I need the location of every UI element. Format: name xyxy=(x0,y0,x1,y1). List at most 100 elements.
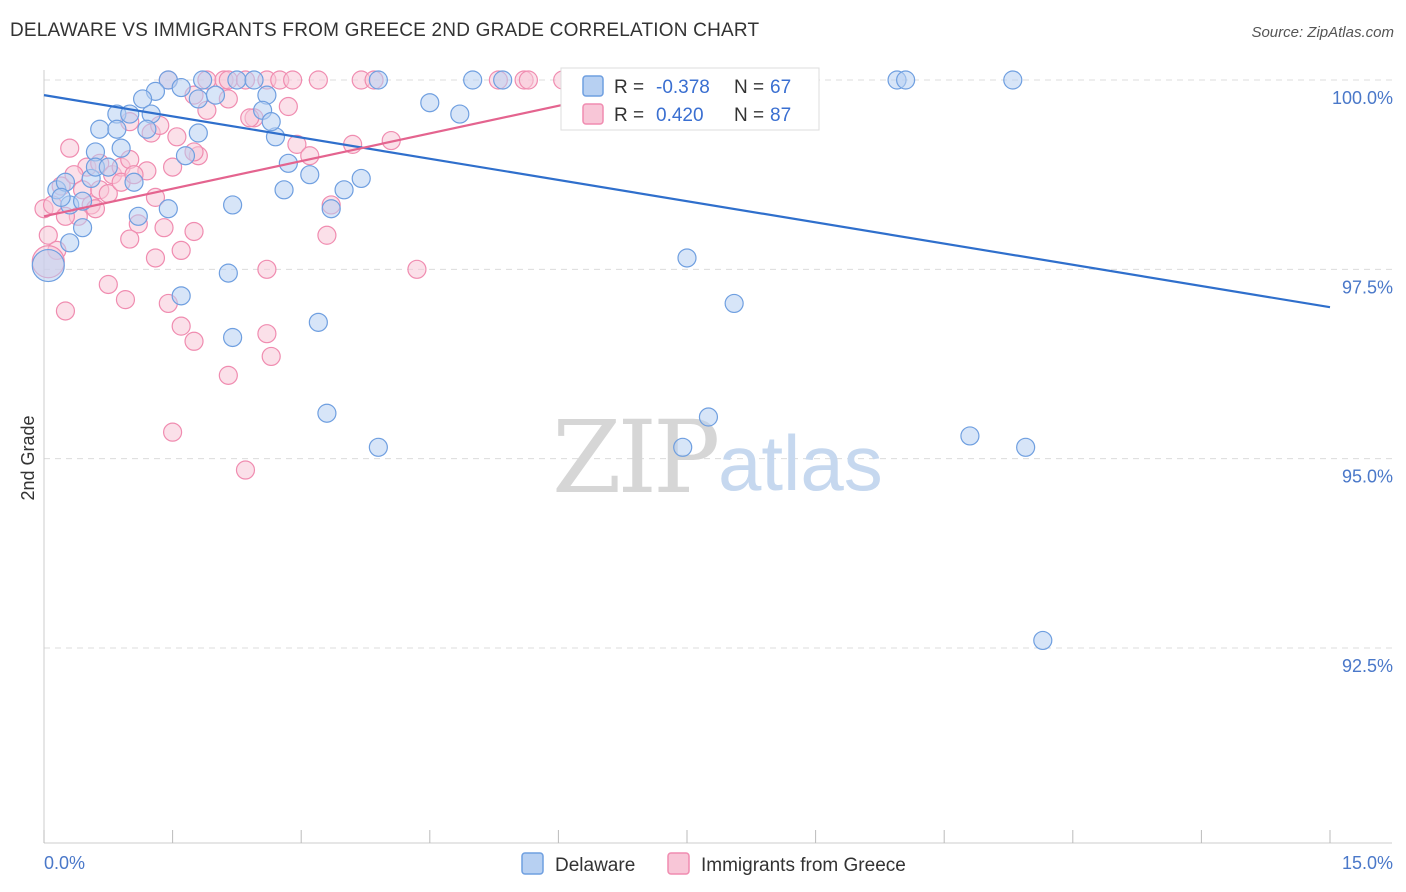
point-delaware xyxy=(51,187,71,207)
point-delaware xyxy=(1033,630,1053,651)
point-greece xyxy=(257,259,277,279)
stats-r-value-delaware: -0.378 xyxy=(656,77,710,98)
stats-legend-box xyxy=(560,67,820,131)
point-greece xyxy=(115,290,136,310)
legend-swatch-delaware xyxy=(521,852,544,875)
x-tick-label-max: 15.0% xyxy=(1342,853,1393,873)
point-greece xyxy=(283,70,303,90)
point-delaware xyxy=(205,85,226,105)
point-greece xyxy=(120,229,140,249)
point-greece xyxy=(171,240,191,260)
point-greece xyxy=(38,225,58,245)
point-delaware xyxy=(261,112,281,132)
stats-n-value-greece: 87 xyxy=(770,105,791,126)
stats-n-value-delaware: 67 xyxy=(770,77,791,98)
legend-swatch-greece xyxy=(667,852,690,875)
point-greece xyxy=(308,70,328,90)
point-delaware xyxy=(188,123,208,143)
point-greece xyxy=(518,70,538,90)
point-greece xyxy=(261,346,281,367)
stats-r-value-greece: 0.420 xyxy=(656,105,704,126)
legend-label-greece: Immigrants from Greece xyxy=(701,855,906,876)
point-delaware xyxy=(896,70,916,90)
point-greece xyxy=(287,134,307,154)
point-delaware xyxy=(107,119,127,139)
point-delaware xyxy=(188,89,208,109)
point-delaware xyxy=(334,180,354,200)
point-delaware xyxy=(90,119,110,139)
point-greece xyxy=(218,365,238,385)
chart-source: Source: ZipAtlas.com xyxy=(1251,24,1394,41)
point-delaware xyxy=(31,248,65,283)
y-tick-label: 97.5% xyxy=(1342,277,1393,297)
point-delaware xyxy=(223,195,243,215)
stats-legend-swatch-delaware xyxy=(582,75,604,97)
point-greece xyxy=(278,96,298,117)
point-greece xyxy=(300,146,320,166)
point-greece xyxy=(257,324,277,344)
point-delaware xyxy=(111,138,131,158)
point-delaware xyxy=(463,70,483,90)
stats-legend: R = -0.378 N = 67 R = 0.420 N = 87 xyxy=(560,67,820,131)
point-delaware xyxy=(308,312,328,332)
point-greece xyxy=(98,274,118,295)
point-delaware xyxy=(72,191,93,211)
y-axis-label: 2nd Grade xyxy=(18,415,38,500)
point-delaware xyxy=(223,327,243,348)
point-greece xyxy=(145,248,166,268)
point-delaware xyxy=(1016,437,1036,457)
point-delaware xyxy=(493,70,513,90)
point-delaware xyxy=(132,89,153,109)
point-delaware xyxy=(193,70,213,90)
point-delaware xyxy=(321,199,341,219)
point-greece xyxy=(407,259,427,279)
point-greece xyxy=(163,422,183,442)
point-delaware xyxy=(98,157,118,177)
point-greece xyxy=(55,301,76,321)
point-greece xyxy=(154,218,174,238)
bottom-legend: Delaware Immigrants from Greece xyxy=(521,852,906,876)
point-delaware xyxy=(60,233,80,253)
point-delaware xyxy=(673,437,693,457)
trendline-delaware xyxy=(43,94,1331,309)
y-tick-label: 92.5% xyxy=(1342,656,1393,676)
y-tick-labels: 92.5% 95.0% 97.5% 100.0% xyxy=(1332,88,1393,676)
point-greece xyxy=(184,331,204,351)
watermark-zip: ZIP xyxy=(552,399,717,516)
point-delaware xyxy=(368,70,388,90)
gridlines xyxy=(44,79,1392,649)
stats-n-label-delaware: N = xyxy=(734,77,764,98)
point-delaware xyxy=(124,172,144,192)
y-tick-label: 100.0% xyxy=(1332,88,1393,108)
point-delaware xyxy=(960,426,980,446)
point-delaware xyxy=(351,168,371,189)
point-delaware xyxy=(300,165,320,185)
point-greece xyxy=(235,460,256,480)
point-delaware xyxy=(175,146,196,166)
stats-legend-swatch-greece xyxy=(582,103,604,125)
point-delaware xyxy=(158,199,178,219)
point-greece xyxy=(171,316,191,336)
axes xyxy=(43,70,1392,844)
point-delaware xyxy=(274,180,294,200)
legend-label-delaware: Delaware xyxy=(555,855,635,876)
point-greece xyxy=(60,138,80,158)
point-delaware xyxy=(368,437,388,457)
point-delaware xyxy=(724,293,744,314)
point-delaware xyxy=(698,407,719,427)
point-delaware xyxy=(72,218,93,238)
point-greece xyxy=(317,225,337,245)
point-delaware xyxy=(218,263,238,283)
point-greece xyxy=(163,157,183,177)
chart-title: DELAWARE VS IMMIGRANTS FROM GREECE 2ND G… xyxy=(10,20,760,41)
watermark: ZIP atlas xyxy=(552,399,883,516)
stats-r-label-delaware: R = xyxy=(614,77,644,98)
points-delaware xyxy=(31,70,1053,651)
point-delaware xyxy=(244,70,264,90)
point-greece xyxy=(167,127,187,147)
point-delaware xyxy=(420,93,440,113)
y-tick-label: 95.0% xyxy=(1342,467,1393,487)
x-tick-label-min: 0.0% xyxy=(44,853,85,873)
point-delaware xyxy=(171,77,191,98)
